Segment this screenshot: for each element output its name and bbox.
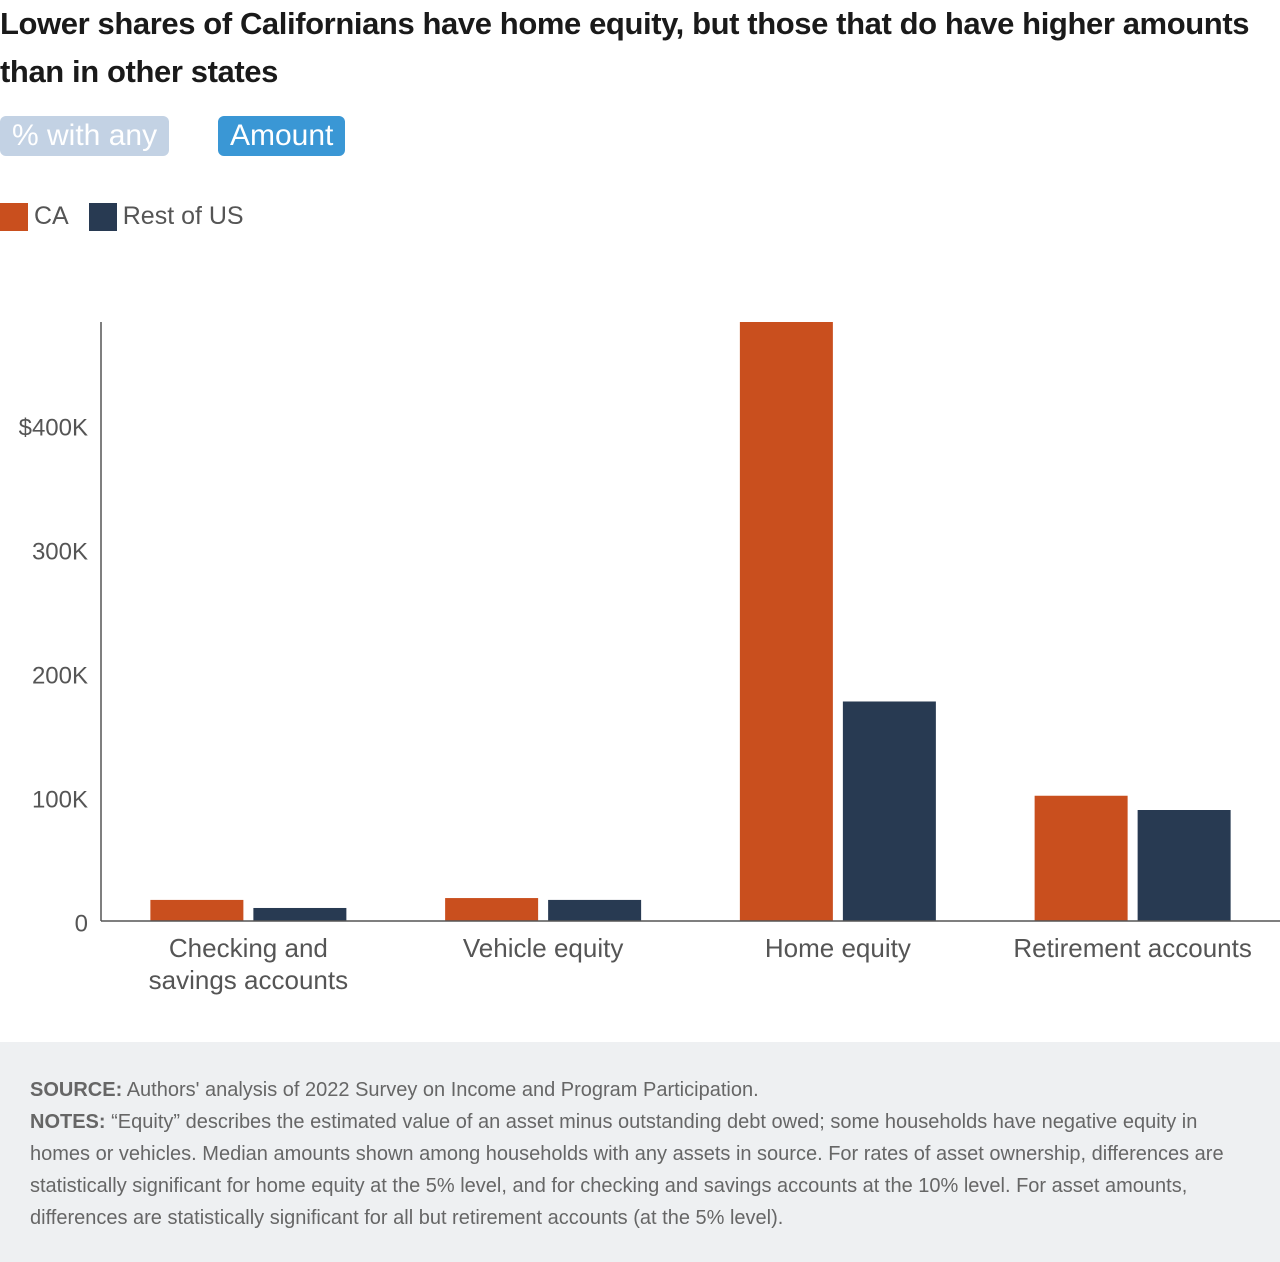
bar [548, 899, 642, 921]
y-tick-label: 0 [75, 910, 88, 937]
notes-text: “Equity” describes the estimated value o… [30, 1111, 1224, 1229]
bar [1034, 795, 1128, 921]
footer: SOURCE: Authors' analysis of 2022 Survey… [0, 1042, 1280, 1262]
source-text: Authors' analysis of 2022 Survey on Inco… [126, 1079, 759, 1101]
notes-label: NOTES: [30, 1111, 106, 1133]
legend-label: Rest of US [122, 202, 244, 230]
x-tick-label: Checking and savings accounts [148, 933, 349, 995]
notes: NOTES: “Equity” describes the estimated … [30, 1106, 1250, 1234]
bar [842, 701, 936, 921]
legend-label: CA [34, 202, 69, 230]
y-tick-label: 100K [32, 786, 88, 813]
toggle-button[interactable]: % with any [0, 116, 170, 156]
source-label: SOURCE: [30, 1079, 123, 1101]
bar [445, 898, 539, 921]
bar [150, 899, 244, 921]
chart: 0 100K 200K 300K $400K [19, 322, 1280, 937]
legend-swatch [88, 202, 117, 231]
toggle-button[interactable]: Amount [218, 116, 346, 156]
legend: CA Rest of US [0, 202, 264, 231]
source: SOURCE: Authors' analysis of 2022 Survey… [30, 1074, 1250, 1106]
y-tick-label: 200K [32, 662, 88, 689]
legend-swatch [0, 202, 28, 231]
title: Lower shares of Californians have home e… [0, 6, 1250, 89]
bar [739, 322, 833, 921]
x-tick-label: Vehicle equity [462, 933, 624, 963]
y-tick-label: $400K [19, 414, 88, 441]
y-tick-label: 300K [32, 538, 88, 565]
bar [253, 907, 347, 921]
x-tick-label: Home equity [764, 933, 911, 963]
bar [1137, 810, 1231, 921]
x-tick-label: Retirement accounts [1013, 933, 1252, 963]
